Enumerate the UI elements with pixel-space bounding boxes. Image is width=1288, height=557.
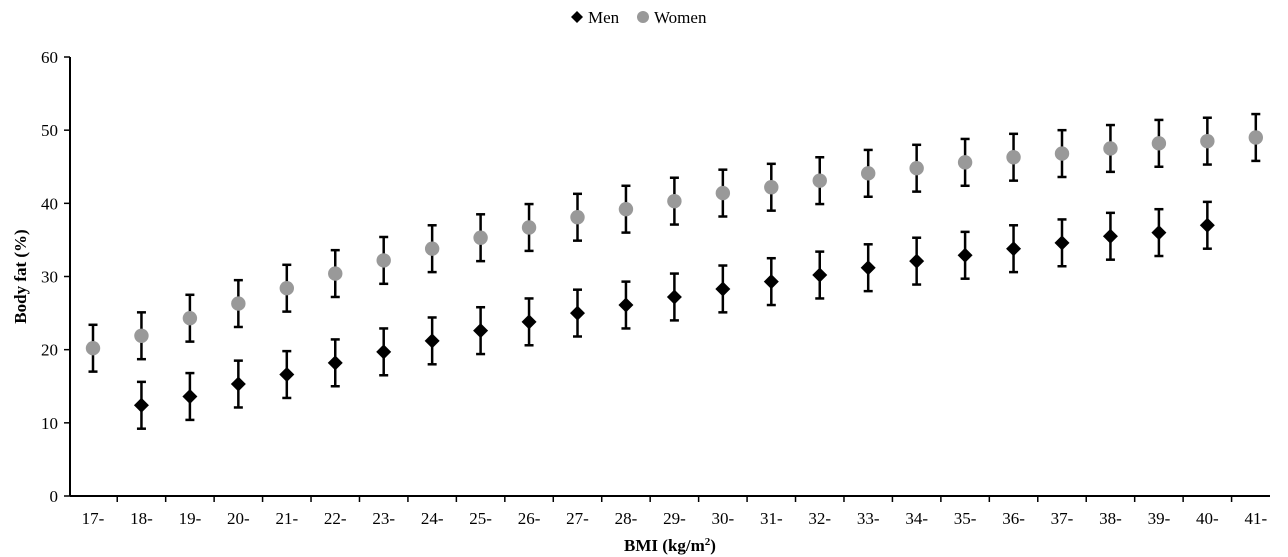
men-point (182, 388, 198, 404)
men-point (957, 247, 973, 263)
x-tick-label: 18- (130, 509, 153, 528)
x-tick-label: 31- (760, 509, 783, 528)
women-point (1103, 141, 1118, 156)
x-axis-ticks: 17- 18- 19- 20- 21- 22- 23- 24- 25- 26- 27- 28- 29- 3… (82, 496, 1267, 528)
x-tick-label: 20- (227, 509, 250, 528)
x-tick-label: 37- (1051, 509, 1074, 528)
men-point (473, 323, 489, 339)
women-point (231, 296, 246, 311)
men-point (133, 397, 149, 413)
x-tick-label: 34- (905, 509, 928, 528)
men-point (1054, 235, 1070, 251)
x-tick-label: 30- (712, 509, 735, 528)
women-point (667, 193, 682, 209)
women-point (424, 241, 440, 256)
x-tick-label: 35- (954, 509, 977, 528)
men-point (666, 289, 682, 305)
women-point (1006, 150, 1021, 165)
men-point (327, 355, 343, 371)
women-point (764, 180, 779, 195)
women-point (134, 328, 149, 343)
women-point (909, 161, 924, 176)
women-point (521, 220, 537, 235)
x-tick-label: 21- (275, 509, 298, 528)
y-axis-title: Body fat (%) (11, 229, 30, 323)
x-tick-label: 32- (808, 509, 831, 528)
women-point (1248, 130, 1264, 145)
men-point (715, 281, 731, 297)
x-tick-label: 24- (421, 509, 444, 528)
y-tick-label: 20 (41, 341, 58, 360)
x-axis-title-main: BMI (kg/m (624, 536, 705, 555)
x-tick-label: 25- (469, 509, 492, 528)
y-tick-label: 10 (41, 414, 58, 433)
men-point (230, 376, 246, 392)
legend-women-label: Women (654, 8, 707, 27)
men-point (424, 333, 440, 349)
men-point (1151, 225, 1167, 241)
y-axis-ticks: 0 10 20 30 40 50 60 (41, 48, 70, 506)
men-point (909, 253, 925, 269)
men-point (1006, 241, 1022, 257)
x-tick-label: 33- (857, 509, 880, 528)
x-tick-label: 41- (1244, 509, 1267, 528)
y-tick-label: 0 (50, 487, 59, 506)
women-point (957, 155, 973, 170)
x-tick-label: 39- (1148, 509, 1171, 528)
women-point (473, 230, 488, 245)
women-point (570, 210, 585, 225)
x-tick-label: 28- (615, 509, 638, 528)
x-tick-label: 38- (1099, 509, 1122, 528)
men-point (1199, 217, 1215, 233)
x-tick-label: 40- (1196, 509, 1219, 528)
x-tick-label: 26- (518, 509, 541, 528)
x-tick-label: 19- (179, 509, 202, 528)
x-tick-label: 27- (566, 509, 589, 528)
legend: Men Women (571, 8, 707, 27)
series-men (133, 200, 1215, 430)
women-point (182, 311, 198, 326)
y-tick-label: 30 (41, 268, 58, 287)
women-point (279, 281, 294, 296)
legend-women-marker (637, 11, 649, 23)
x-axis-title-close: ) (710, 536, 716, 555)
women-point (1151, 136, 1167, 151)
men-point (570, 305, 585, 321)
women-point (618, 201, 634, 217)
x-tick-label: 29- (663, 509, 686, 528)
men-point (812, 267, 828, 283)
x-tick-label: 22- (324, 509, 347, 528)
men-point (521, 314, 537, 330)
legend-men-label: Men (588, 8, 620, 27)
men-point (618, 297, 634, 313)
x-axis-title-superscript: 2 (705, 536, 711, 548)
series-women (85, 112, 1264, 373)
women-point (85, 341, 101, 356)
x-tick-label: 36- (1002, 509, 1025, 528)
women-point (328, 266, 343, 281)
x-axis-title: BMI (kg/m2) (624, 536, 716, 555)
men-point (763, 274, 779, 290)
women-point (715, 185, 731, 201)
women-point (1054, 146, 1070, 161)
men-point (376, 344, 392, 360)
men-point (860, 260, 876, 276)
y-tick-label: 40 (41, 194, 58, 213)
women-point (1200, 133, 1215, 149)
legend-men-marker (571, 11, 583, 23)
x-tick-label: 23- (372, 509, 395, 528)
men-point (279, 367, 295, 383)
y-tick-label: 50 (41, 121, 58, 140)
y-tick-label: 60 (41, 48, 58, 67)
women-point (812, 173, 827, 188)
women-point (861, 166, 876, 181)
men-point (1102, 228, 1118, 244)
women-point (376, 253, 391, 268)
x-tick-label: 17- (82, 509, 105, 528)
